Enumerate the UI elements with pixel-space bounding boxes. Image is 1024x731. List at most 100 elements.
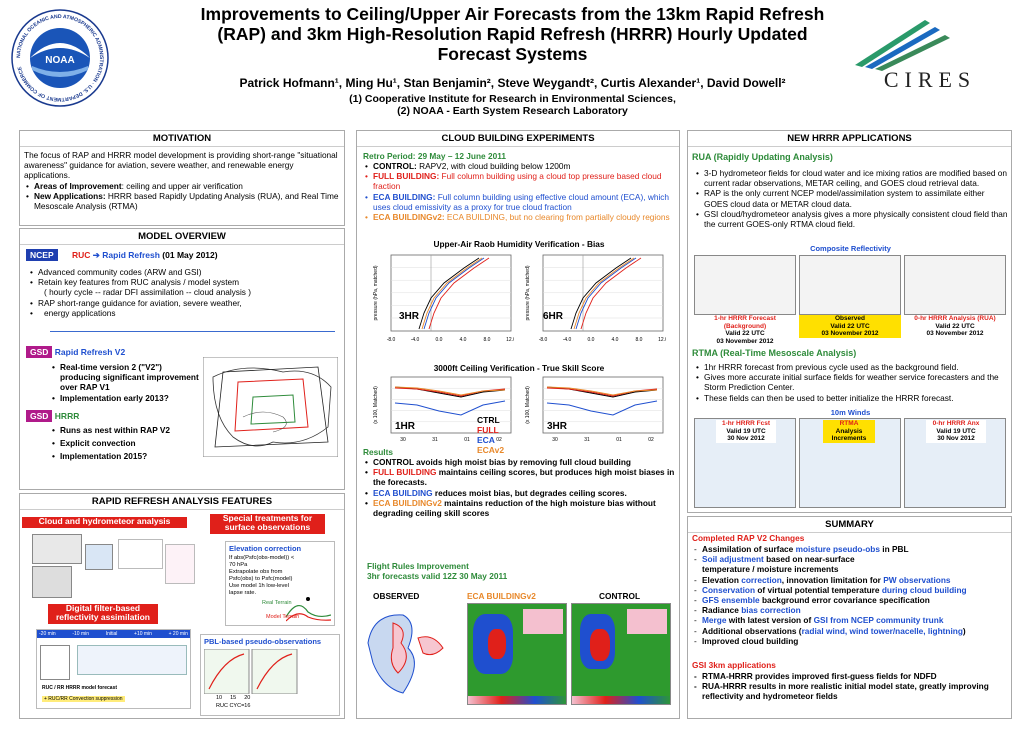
- dfi-label: Initial: [105, 631, 118, 637]
- result-text: reduces moist bias, but degrades ceiling…: [432, 487, 627, 498]
- caption-line: Valid 22 UTC: [830, 322, 870, 330]
- comp-caption-2: Observed Valid 22 UTC 03 November 2012: [799, 315, 901, 338]
- summary-segment: ): [962, 625, 966, 636]
- tick-label: 31: [584, 437, 590, 443]
- result-label: ECA BUILDING: [373, 487, 433, 498]
- tick-label: -8.0: [387, 337, 396, 343]
- dfi-bottom-label: RUC / RR HRRR model forecast: [42, 685, 118, 691]
- plot-frame: [542, 376, 664, 434]
- series-line: [580, 257, 642, 330]
- dfi-timeline: -20 min -10 min Initial +10 min + 20 min: [37, 630, 190, 638]
- summary-segment: bias correction: [741, 605, 801, 616]
- summary-segment: Additional observations (: [702, 625, 802, 636]
- rr-date: (01 May 2012): [162, 250, 218, 260]
- list-item: Implementation 2015?: [50, 450, 200, 463]
- dfi-map: [40, 645, 70, 680]
- authors: Patrick Hofmann¹, Ming Hu¹, Stan Benjami…: [239, 76, 786, 90]
- rrv2-label: Rapid Refresh V2: [54, 347, 126, 357]
- dfi-label: -20 min: [39, 631, 56, 637]
- y-axis-label: (x 100, Matched): [373, 386, 379, 424]
- experiment-text: Full column building using effective clo…: [373, 191, 670, 212]
- dfi-diagram: -20 min -10 min Initial +10 min + 20 min…: [36, 629, 191, 709]
- list-item: Explicit convection: [50, 437, 200, 450]
- series-line: [421, 257, 483, 330]
- list-item: RTMA-HRRR provides improved first-guess …: [692, 671, 1008, 681]
- comp-map-1: [694, 255, 796, 315]
- pbl-ticks: 10 15 20: [216, 695, 250, 701]
- cloud-building-title: CLOUD BUILDING EXPERIMENTS: [357, 131, 679, 147]
- summary-item: GFS ensemble background error covariance…: [692, 595, 1010, 605]
- hrrr-apps-title: NEW HRRR APPLICATIONS: [688, 131, 1011, 147]
- flight-sub: 3hr forecasts valid 12Z 30 May 2011: [367, 571, 508, 581]
- summary-segment: Conservation: [702, 584, 756, 595]
- comp-map-3: [904, 255, 1006, 315]
- caption-line: 30 Nov 2012: [727, 435, 765, 442]
- tick-label: 01: [464, 437, 470, 443]
- caption-line: 03 November 2012: [926, 330, 984, 337]
- terrain-diagram: [286, 597, 331, 622]
- ecav2-map: [467, 603, 567, 705]
- elev-line: Extrapolate obs from Psfc(obs) to Psfc(m…: [229, 569, 293, 582]
- pbl-cyc: CYC=16: [229, 703, 251, 709]
- gsi-list: RTMA-HRRR provides improved first-guess …: [692, 671, 1008, 702]
- tick-label: 30: [552, 437, 558, 443]
- results-list: CONTROL avoids high moist bias by removi…: [363, 457, 675, 518]
- noaa-logo: NOAA NATIONAL OCEANIC AND ATMOSPHERIC AD…: [11, 9, 109, 107]
- list-item: 3-D hydrometeor fields for cloud water a…: [694, 168, 1008, 188]
- chart-label: 3HR: [399, 311, 420, 322]
- summary-item: Merge with latest version of GSI from NC…: [692, 615, 1010, 625]
- experiment-label: FULL BUILDING:: [373, 171, 440, 182]
- series-line: [394, 386, 506, 396]
- hrrr-list: Runs as nest within RAP V2 Explicit conv…: [50, 424, 200, 463]
- series-line: [575, 257, 637, 330]
- pbl-box: PBL-based pseudo-observations 10 15 20 R…: [200, 634, 340, 716]
- pbl-tick: 15: [230, 695, 237, 701]
- rua-list: 3-D hydrometeor fields for cloud water a…: [694, 168, 1008, 229]
- composite-title: Composite Reflectivity: [810, 244, 891, 253]
- experiment-text: ECA BUILDING, but no clearing from parti…: [444, 212, 670, 223]
- motivation-title: MOTIVATION: [20, 131, 344, 147]
- summary-item: Assimilation of surface moisture pseudo-…: [692, 544, 1010, 554]
- summary-segment: GSI from NCEP community trunk: [813, 615, 944, 626]
- list-item: Real-time version 2 ("V2") producing sig…: [50, 362, 200, 393]
- tick-label: 4.0: [460, 337, 467, 343]
- experiment-label: ECA BUILDINGv2:: [373, 212, 445, 223]
- experiment-label: CONTROL:: [373, 161, 417, 171]
- ecav2-label: ECA BUILDINGv2: [467, 591, 536, 601]
- summary-segment: based on near-surface: [763, 554, 855, 565]
- y-axis-label: pressure (hPa, matched): [373, 265, 379, 320]
- tick-label: 0.0: [588, 337, 595, 343]
- bullet-text: HRRR based Rapidly Updating Analysis (RU…: [34, 190, 339, 212]
- tick-label: 02: [496, 437, 502, 443]
- tick-label: 8.0: [636, 337, 643, 343]
- y-axis-label: pressure (hPa, matched): [525, 265, 531, 320]
- motivation-intro: The focus of RAP and HRRR model developm…: [24, 150, 338, 181]
- y-axis-label: (x 100, Matched): [525, 386, 531, 424]
- experiment-text: Full column building using a cloud top p…: [373, 171, 662, 192]
- rrv2-list: Real-time version 2 ("V2") producing sig…: [50, 362, 200, 403]
- caption-line: Increments: [831, 435, 867, 442]
- legend-eca: ECA: [477, 435, 495, 445]
- motivation-bullet: New Applications: HRRR based Rapidly Upd…: [24, 191, 340, 211]
- dfi-label: +10 min: [134, 631, 152, 637]
- list-item: Retain key features from RUC analysis / …: [28, 277, 338, 287]
- bullet-text: : ceiling and upper air verification: [121, 180, 243, 191]
- ruc-label: RUC: [72, 250, 91, 260]
- result-text: avoids high moist bias by removing full …: [413, 457, 631, 467]
- chart-legend: CTRL FULL ECA ECAv2: [477, 415, 504, 455]
- caption-line: (Background): [723, 322, 767, 330]
- legend-full: FULL: [477, 425, 499, 435]
- list-item: RUA-HRRR results in more realistic initi…: [692, 681, 1008, 701]
- summary-segment: Improved cloud building: [702, 635, 799, 646]
- experiment-list: CONTROL: RAPV2, with cloud building belo…: [363, 161, 675, 222]
- ncep-tag: NCEP: [26, 249, 58, 261]
- tick-label: 4.0: [612, 337, 619, 343]
- wind-title: 10m Winds: [830, 408, 871, 417]
- tick-label: 12.0: [506, 337, 514, 343]
- summary-item: Radiance bias correction: [692, 605, 1010, 615]
- map-blob: [590, 629, 610, 661]
- tick-label: 0.0: [436, 337, 443, 343]
- rtma-list: 1hr HRRR forecast from previous cycle us…: [694, 362, 1008, 403]
- map-blob: [488, 629, 506, 659]
- list-item: RAP is the only current NCEP model/assim…: [694, 188, 1008, 208]
